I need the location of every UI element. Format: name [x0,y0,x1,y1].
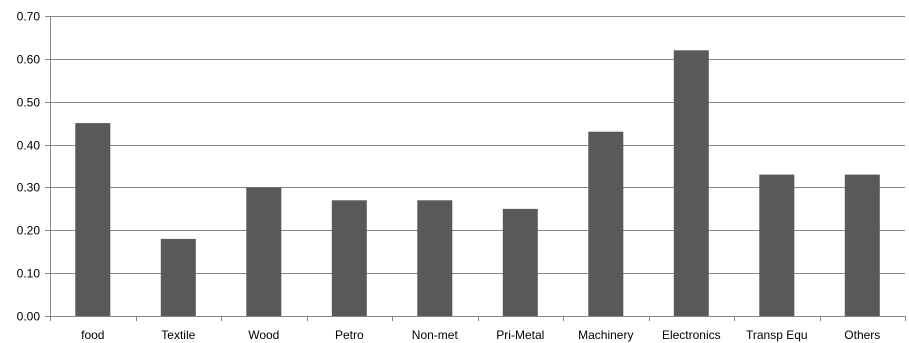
x-tick-label: Electronics [662,328,721,342]
bar-food [75,123,111,316]
axes [45,16,906,321]
x-tick-label: food [81,328,104,342]
bar-machinery [588,131,624,316]
bar-pri-metal [502,208,538,316]
bar-electronics [673,50,709,317]
gridlines [50,16,905,274]
bar-transp-equ [759,174,795,316]
x-tick-label: Petro [335,328,364,342]
x-tick-label: Wood [248,328,279,342]
x-tick-labels: food Textile Wood Petro Non-met Pri-Metal Mach… [81,328,880,342]
x-tick-label: Pri-Metal [496,328,544,342]
x-tick-label: Machinery [578,328,633,342]
y-tick-label: 0.50 [17,96,41,110]
bar-petro [331,200,367,316]
y-tick-labels: 0.00 0.10 0.20 0.30 0.40 0.50 0.60 0.70 [17,10,41,324]
bar-others [844,174,880,316]
bars [75,50,880,317]
bar-textile [160,238,196,316]
y-tick-label: 0.70 [17,10,41,24]
x-tick-label: Transp Equ [746,328,808,342]
x-tick-label: Non-met [412,328,459,342]
y-tick-label: 0.30 [17,181,41,195]
y-tick-label: 0.60 [17,53,41,67]
y-tick-label: 0.10 [17,267,41,281]
x-tick-label: Textile [161,328,195,342]
y-tick-label: 0.40 [17,139,41,153]
bar-wood [246,187,282,316]
x-tick-label: Others [844,328,880,342]
bar-non-met [417,200,453,316]
y-tick-label: 0.20 [17,224,41,238]
y-tick-label: 0.00 [17,310,41,324]
